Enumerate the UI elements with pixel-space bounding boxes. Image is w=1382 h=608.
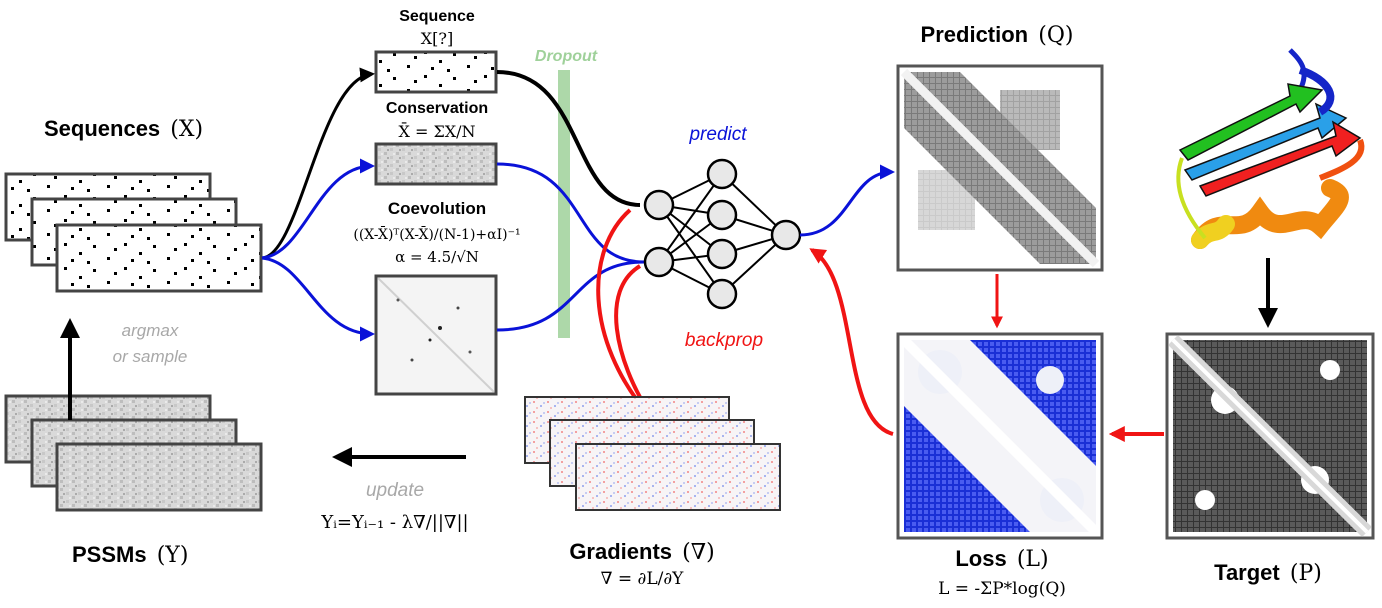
target-title: Target (P) <box>1214 560 1322 586</box>
update-formula: Yᵢ=Yᵢ₋₁ - λ∇/||∇|| <box>320 512 468 533</box>
conservation-formula: X̄ = ΣX/N <box>398 120 475 141</box>
sequence-formula: X[?] <box>421 29 453 48</box>
sequences-title: Sequences (X) <box>44 116 203 142</box>
coevolution-title: Coevolution <box>388 199 486 218</box>
loss-map <box>896 332 1104 540</box>
loss-to-net-arrow <box>809 248 894 436</box>
dropout-label: Dropout <box>535 48 598 65</box>
neural-network <box>643 158 802 310</box>
pssms-title: PSSMs (Y) <box>72 542 188 568</box>
dropout-bar <box>558 70 570 338</box>
or-sample-label: or sample <box>113 347 188 366</box>
loss-formula: L = -ΣP*log(Q) <box>938 579 1066 599</box>
sequence-to-net-line <box>496 70 641 207</box>
protein-structure-image <box>1176 48 1365 249</box>
loss-title: Loss (L) <box>955 546 1048 572</box>
hidden-node <box>706 158 738 190</box>
update-label: update <box>366 480 424 501</box>
seq-to-sequence-arrow <box>261 67 375 260</box>
sequence-feature-box <box>374 50 498 94</box>
seq-to-coevolution-arrow <box>261 256 375 342</box>
sequences-stack <box>4 172 263 293</box>
sequence-title: Sequence <box>399 8 475 25</box>
output-node <box>770 219 802 251</box>
pssms-stack <box>4 394 263 512</box>
predict-label: predict <box>688 124 747 145</box>
hidden-node <box>706 199 738 231</box>
prediction-contact-map <box>896 64 1104 272</box>
gradients-formula: ∇ = ∂L/∂Y <box>601 569 685 589</box>
conservation-to-net-line <box>496 162 645 264</box>
predict-arrow <box>799 164 895 237</box>
coevolution-to-net-line <box>496 260 645 332</box>
gradients-stack <box>524 396 781 511</box>
hidden-node <box>706 278 738 310</box>
gradients-title: Gradients (∇) <box>569 539 714 565</box>
seq-to-conservation-arrow <box>261 158 375 260</box>
coevolution-feature-box <box>374 274 498 396</box>
prediction-title: Prediction (Q) <box>921 22 1074 48</box>
backprop-label: backprop <box>685 330 763 351</box>
coevolution-formula: ((X-X̄)ᵀ(X-X̄)/(N-1)+αI)⁻¹ <box>353 225 520 243</box>
conservation-title: Conservation <box>386 100 488 117</box>
argmax-label: argmax <box>122 321 179 340</box>
backprop-to-gradients-arrow-2 <box>614 264 652 416</box>
conservation-feature-box <box>374 142 498 186</box>
input-node <box>643 189 675 221</box>
input-node <box>643 246 675 278</box>
hidden-node <box>706 238 738 270</box>
alpha-formula: α = 4.5/√N <box>395 248 479 266</box>
backprop-to-gradients-arrow <box>596 208 651 417</box>
target-contact-map <box>1165 332 1375 540</box>
